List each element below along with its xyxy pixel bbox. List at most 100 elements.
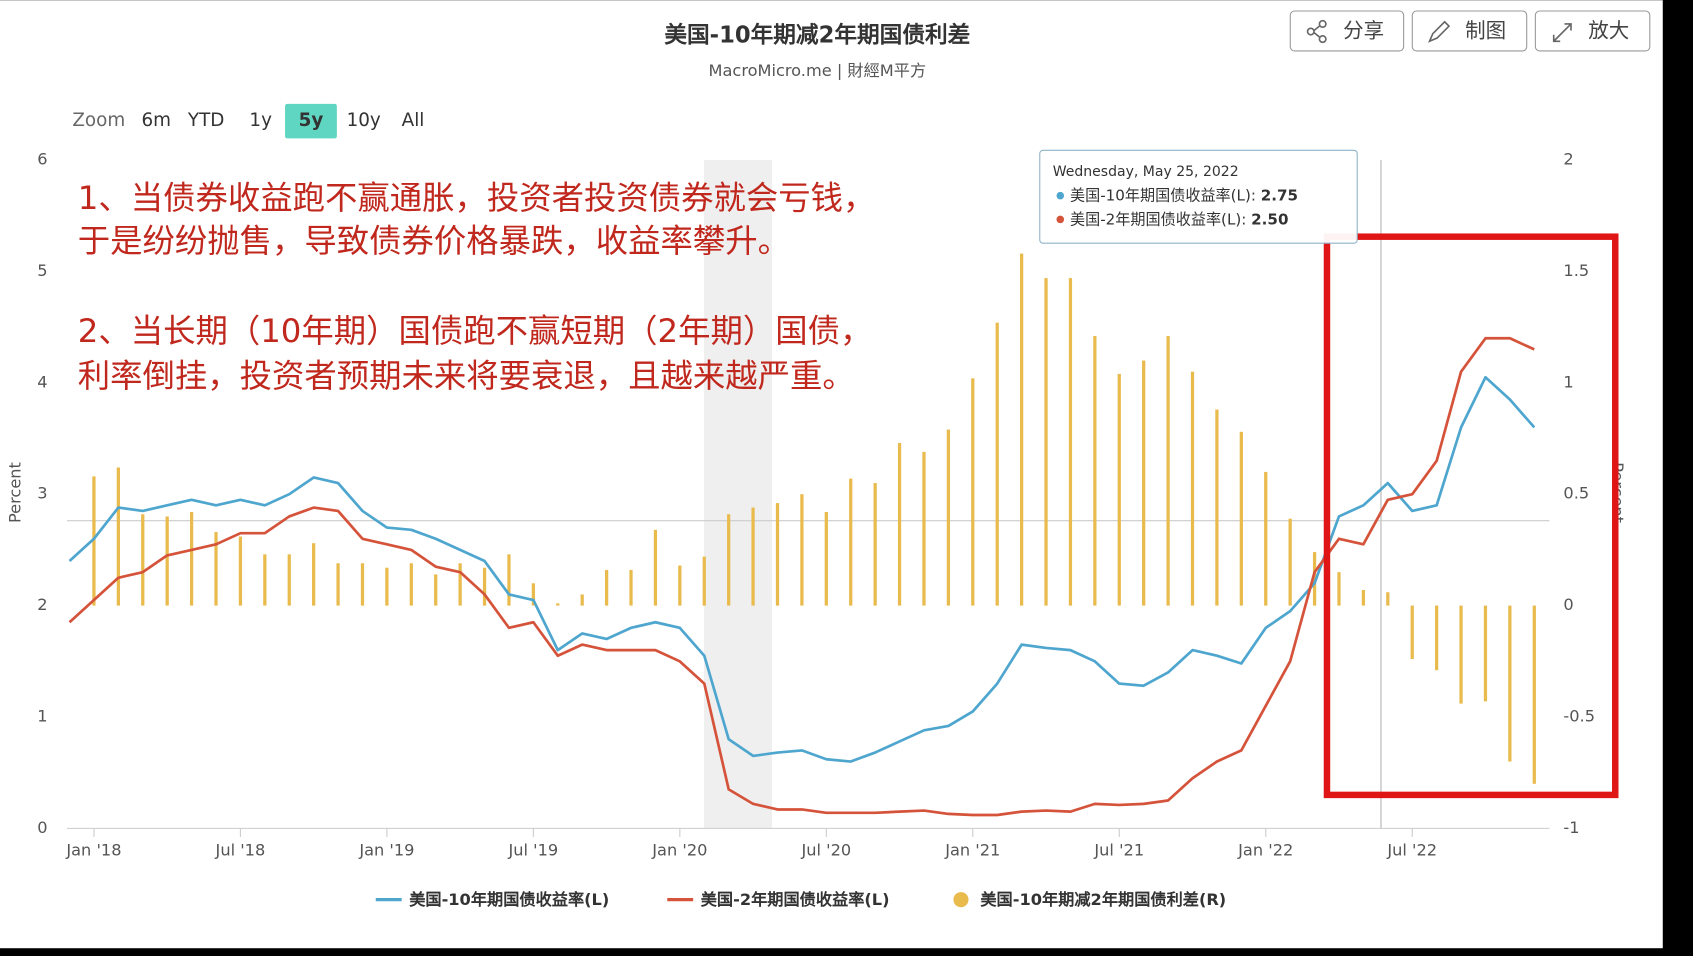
legend-label[interactable]: 美国-10年期国债收益率(L)	[409, 890, 609, 909]
x-tick-label: Jul '22	[1386, 841, 1437, 860]
share-button[interactable]: 分享	[1289, 10, 1405, 52]
x-tick-label: Jul '19	[508, 841, 559, 860]
expand-button[interactable]: 放大	[1534, 10, 1651, 52]
tooltip-series-name: 美国-10年期国债收益率(L)	[1070, 186, 1251, 204]
bar	[141, 514, 145, 606]
bar	[727, 514, 731, 606]
zoom-option-label[interactable]: All	[402, 110, 425, 131]
zoom-option-label[interactable]: YTD	[187, 110, 225, 131]
zoom-option[interactable]: 10y	[347, 110, 381, 131]
bar	[580, 594, 584, 606]
legend-item[interactable]: 美国-2年期国债收益率(L)	[667, 890, 890, 909]
tooltip: Wednesday, May 25, 2022 美国-10年期国债收益率(L):…	[1039, 149, 1358, 244]
bar	[263, 554, 267, 606]
button-label[interactable]: 放大	[1588, 19, 1629, 43]
bar	[238, 536, 243, 606]
bar	[1532, 605, 1536, 784]
draw-button[interactable]: 制图	[1411, 10, 1528, 52]
x-tick-label: Jan '21	[944, 841, 1000, 860]
tooltip-separator: :	[1241, 210, 1251, 228]
subtitle: MacroMicro.me | 財經M平方	[709, 61, 927, 80]
bar	[800, 494, 804, 606]
tooltip-marker	[1056, 215, 1065, 224]
x-tick-label: Jul '21	[1093, 841, 1144, 860]
bar	[1117, 373, 1121, 606]
zoom-active-bg[interactable]	[285, 103, 337, 139]
y2-tick-label: 2	[1563, 150, 1573, 169]
y2-tick-label: 1	[1563, 372, 1573, 391]
bar	[189, 512, 194, 606]
zoom-option-label[interactable]: 6m	[141, 110, 171, 131]
bar	[116, 467, 120, 606]
bar	[1410, 605, 1414, 660]
button-frame[interactable]	[1289, 10, 1405, 52]
legend-label[interactable]: 美国-2年期国债收益率(L)	[701, 890, 890, 909]
bar	[1435, 605, 1439, 671]
button-label[interactable]: 分享	[1343, 19, 1384, 43]
bar	[409, 563, 413, 606]
zoom-option[interactable]: 6m	[141, 110, 171, 131]
tooltip-rows: 美国-10年期国债收益率(L): 2.75 美国-2年期国债收益率(L): 2.5…	[1056, 186, 1298, 228]
y2-tick-label: 1.5	[1563, 261, 1589, 280]
y2-tick-label: 0	[1563, 595, 1573, 614]
x-tick-label: Jul '18	[215, 841, 266, 860]
bar	[165, 516, 169, 606]
tooltip-frame	[1039, 149, 1358, 244]
legend-marker[interactable]	[953, 892, 969, 908]
y2-tick-label: 0.5	[1563, 484, 1589, 503]
zoom-option-label[interactable]: 1y	[249, 110, 272, 131]
tooltip-marker	[1056, 191, 1065, 200]
bar	[385, 567, 389, 606]
bar	[1020, 253, 1024, 606]
annotation: 1、当债券收益跑不赢通胀，投资者投资债券就会亏钱，	[78, 179, 876, 217]
legend-label[interactable]: 美国-10年期减2年期国债利差(R)	[980, 890, 1226, 909]
button-frame[interactable]	[1411, 10, 1528, 52]
legend-item[interactable]: 美国-10年期国债收益率(L)	[375, 890, 610, 909]
bar	[214, 532, 218, 606]
bar	[336, 563, 340, 606]
zoom-option[interactable]: YTD	[187, 110, 225, 131]
bar	[971, 378, 975, 606]
zoom-option-label[interactable]: 10y	[347, 110, 381, 131]
bar	[287, 554, 291, 606]
zoom-option-label[interactable]: 5y	[299, 110, 324, 131]
bar	[1312, 552, 1317, 606]
bar	[1239, 431, 1243, 606]
plot: 0 1 2 3 4 5 6 -1 -0.5 0 0.5 1 1.5 2 Jan '18 Jul '18 Jan …	[37, 150, 1595, 860]
zoom-option[interactable]: 5y	[285, 103, 337, 139]
bar	[360, 563, 365, 606]
bar	[1508, 605, 1512, 762]
zoom-option[interactable]: All	[402, 110, 425, 131]
bar	[824, 512, 828, 606]
annotation: 利率倒挂，投资者预期未来将要衰退，且越来越严重。	[78, 357, 855, 395]
x-tick-label: Jan '19	[358, 841, 414, 860]
button-frame[interactable]	[1534, 10, 1651, 52]
bar	[1386, 592, 1390, 606]
tooltip-series-name: 美国-2年期国债收益率(L)	[1070, 210, 1241, 228]
bar	[1264, 471, 1268, 606]
bar	[995, 322, 999, 606]
bar	[922, 451, 926, 606]
x-tick-label: Jan '20	[651, 841, 707, 860]
y-tick-label: 0	[37, 818, 47, 837]
bar	[507, 554, 511, 606]
bar	[458, 563, 462, 606]
button-label[interactable]: 制图	[1465, 19, 1506, 43]
zoom-option[interactable]: 1y	[249, 110, 272, 131]
zoom-options: 6m YTD 1y 5y 10y All	[141, 103, 425, 139]
bar	[1093, 336, 1097, 606]
line-series	[68, 336, 1535, 817]
bar	[531, 583, 535, 606]
x-tick-label: Jan '22	[1237, 841, 1293, 860]
bar	[849, 478, 853, 606]
bar	[1068, 278, 1073, 606]
bar	[1142, 360, 1146, 606]
panel	[0, 0, 1663, 949]
bar	[1215, 409, 1219, 606]
bar	[1459, 605, 1463, 704]
legend-item[interactable]: 美国-10年期减2年期国债利差(R)	[953, 890, 1226, 909]
bar	[946, 429, 951, 606]
x-tick-label: Jan '18	[65, 841, 121, 860]
tooltip-date: Wednesday, May 25, 2022	[1053, 164, 1239, 180]
